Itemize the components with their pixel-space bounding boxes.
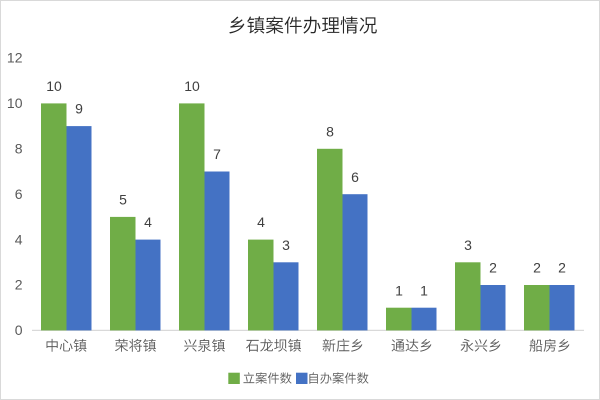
svg-text:7: 7: [213, 146, 221, 162]
svg-text:10: 10: [7, 95, 23, 111]
svg-text:8: 8: [326, 123, 334, 139]
svg-text:2: 2: [15, 277, 23, 293]
svg-text:10: 10: [184, 78, 200, 94]
svg-text:12: 12: [7, 50, 23, 66]
svg-text:1: 1: [420, 282, 428, 298]
svg-text:9: 9: [75, 101, 83, 117]
svg-text:1: 1: [395, 282, 403, 298]
svg-text:2: 2: [489, 260, 497, 276]
svg-text:4: 4: [257, 214, 265, 230]
svg-text:10: 10: [46, 78, 62, 94]
svg-text:3: 3: [282, 237, 290, 253]
svg-text:0: 0: [15, 322, 23, 338]
svg-text:5: 5: [119, 192, 127, 208]
svg-text:2: 2: [558, 260, 566, 276]
svg-text:4: 4: [144, 214, 152, 230]
svg-text:8: 8: [15, 141, 23, 157]
svg-text:6: 6: [351, 169, 359, 185]
svg-text:3: 3: [464, 237, 472, 253]
svg-text:6: 6: [15, 186, 23, 202]
svg-text:2: 2: [533, 260, 541, 276]
svg-text:4: 4: [15, 231, 23, 247]
